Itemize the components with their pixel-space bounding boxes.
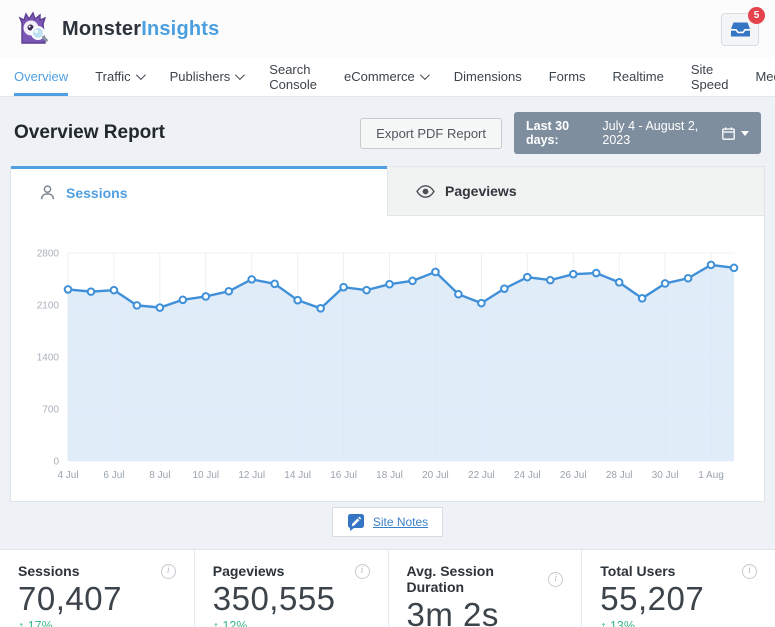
svg-text:12 Jul: 12 Jul [238, 470, 265, 481]
stat-label: Avg. Session Duration [406, 563, 494, 595]
stat-card-avg-session-duration: Avg. Session Duration i 3m 2s ↑ 6% vs. P… [387, 550, 582, 627]
up-arrow-icon: ↑ [212, 619, 219, 627]
up-arrow-icon: ↑ [18, 619, 25, 627]
stat-card-sessions: Sessions i 70,407 ↑ 17% vs. Previous 30 … [0, 550, 194, 627]
info-icon[interactable]: i [160, 563, 176, 579]
info-icon[interactable]: i [548, 571, 564, 587]
inbox-icon [730, 22, 750, 37]
svg-text:2100: 2100 [37, 301, 60, 312]
svg-text:1 Aug: 1 Aug [698, 470, 724, 481]
notification-count-badge: 5 [748, 7, 765, 24]
nav-site-speed[interactable]: Site Speed [690, 61, 729, 92]
stat-label: Sessions [18, 563, 80, 579]
main-nav: Overview Traffic Publishers Search Conso… [0, 58, 775, 97]
svg-text:8 Jul: 8 Jul [149, 470, 170, 481]
svg-text:4 Jul: 4 Jul [57, 470, 78, 481]
stat-change: ↑ 12% [213, 619, 370, 627]
stat-change: ↑ 13% [600, 619, 757, 627]
eye-icon [416, 184, 435, 198]
overview-chart-panel: Sessions Pageviews 0 700 1400 2100 2800 4 Jul… [10, 166, 765, 502]
svg-text:2800: 2800 [37, 249, 60, 260]
svg-text:22 Jul: 22 Jul [468, 470, 495, 481]
svg-text:16 Jul: 16 Jul [330, 470, 357, 481]
nav-search-console[interactable]: Search Console [269, 61, 317, 92]
caret-down-icon [741, 130, 749, 136]
svg-text:0: 0 [53, 457, 59, 468]
stat-value: 3m 2s [406, 596, 499, 627]
svg-text:6 Jul: 6 Jul [103, 470, 124, 481]
chevron-down-icon [419, 70, 430, 81]
chevron-down-icon [235, 70, 246, 81]
tab-sessions-label: Sessions [66, 184, 128, 201]
pencil-note-icon [347, 514, 364, 531]
svg-text:18 Jul: 18 Jul [376, 470, 403, 481]
stat-value: 55,207 [600, 580, 705, 617]
info-icon[interactable]: i [742, 563, 757, 579]
svg-text:700: 700 [42, 405, 59, 416]
tab-pageviews[interactable]: Pageviews [387, 166, 764, 216]
svg-text:10 Jul: 10 Jul [192, 470, 219, 481]
stats-summary: Sessions i 70,407 ↑ 17% vs. Previous 30 … [0, 549, 775, 627]
svg-text:30 Jul: 30 Jul [652, 470, 679, 481]
date-range-value: July 4 - August 2, 2023 [602, 119, 699, 147]
site-notes-button[interactable]: Site Notes [331, 507, 444, 537]
stat-label: Total Users [600, 563, 676, 579]
svg-text:28 Jul: 28 Jul [606, 470, 633, 481]
nav-forms[interactable]: Forms [548, 69, 586, 84]
site-notes-row: Site Notes [0, 507, 775, 537]
site-notes-label: Site Notes [372, 515, 429, 529]
date-range-button[interactable]: Last 30 days: July 4 - August 2, 2023 [514, 112, 761, 154]
svg-text:14 Jul: 14 Jul [284, 470, 311, 481]
svg-text:20 Jul: 20 Jul [422, 470, 449, 481]
stat-card-pageviews: Pageviews i 350,555 ↑ 12% vs. Previous 3… [193, 550, 388, 627]
person-icon [40, 185, 55, 200]
up-arrow-icon: ↑ [600, 619, 607, 627]
stat-change: ↑ 17% [18, 619, 176, 627]
page-title: Overview Report [14, 122, 165, 143]
stat-card-total-users: Total Users i 55,207 ↑ 13% vs. Previous … [581, 550, 775, 627]
report-header: Overview Report Export PDF Report Last 3… [0, 97, 775, 166]
tab-pageviews-label: Pageviews [445, 183, 517, 199]
nav-media[interactable]: Media [755, 69, 775, 84]
metric-tabs: Sessions Pageviews [11, 166, 764, 216]
info-icon[interactable]: i [354, 563, 370, 579]
brand-logo: MonsterInsights [14, 9, 219, 49]
stat-label: Pageviews [212, 563, 285, 579]
nav-dimensions[interactable]: Dimensions [453, 69, 522, 84]
app-header: MonsterInsights 5 [0, 0, 775, 58]
sessions-line-chart: 0 700 1400 2100 2800 4 Jul 6 Jul 8 Jul 10 Jul 12 … [37, 249, 739, 481]
stat-value: 70,407 [18, 580, 122, 617]
nav-traffic[interactable]: Traffic [95, 58, 146, 96]
notifications-button[interactable]: 5 [721, 7, 765, 46]
svg-text:24 Jul: 24 Jul [514, 470, 541, 481]
tab-sessions[interactable]: Sessions [11, 166, 387, 216]
nav-publishers[interactable]: Publishers [170, 58, 246, 96]
nav-realtime[interactable]: Realtime [612, 69, 664, 84]
brand-name: MonsterInsights [62, 17, 220, 40]
calendar-icon [722, 126, 735, 140]
svg-text:26 Jul: 26 Jul [560, 470, 587, 481]
chevron-down-icon [135, 70, 146, 81]
date-range-label: Last 30 days: [526, 119, 570, 147]
sessions-chart-container: 0 700 1400 2100 2800 4 Jul 6 Jul 8 Jul 10 Jul 12 … [11, 216, 764, 501]
stat-value: 350,555 [212, 580, 336, 617]
nav-ecommerce[interactable]: eCommerce [344, 58, 430, 96]
nav-overview[interactable]: Overview [14, 58, 69, 96]
export-pdf-button[interactable]: Export PDF Report [360, 117, 502, 149]
svg-text:1400: 1400 [37, 353, 60, 364]
monster-logo-icon [18, 11, 48, 44]
